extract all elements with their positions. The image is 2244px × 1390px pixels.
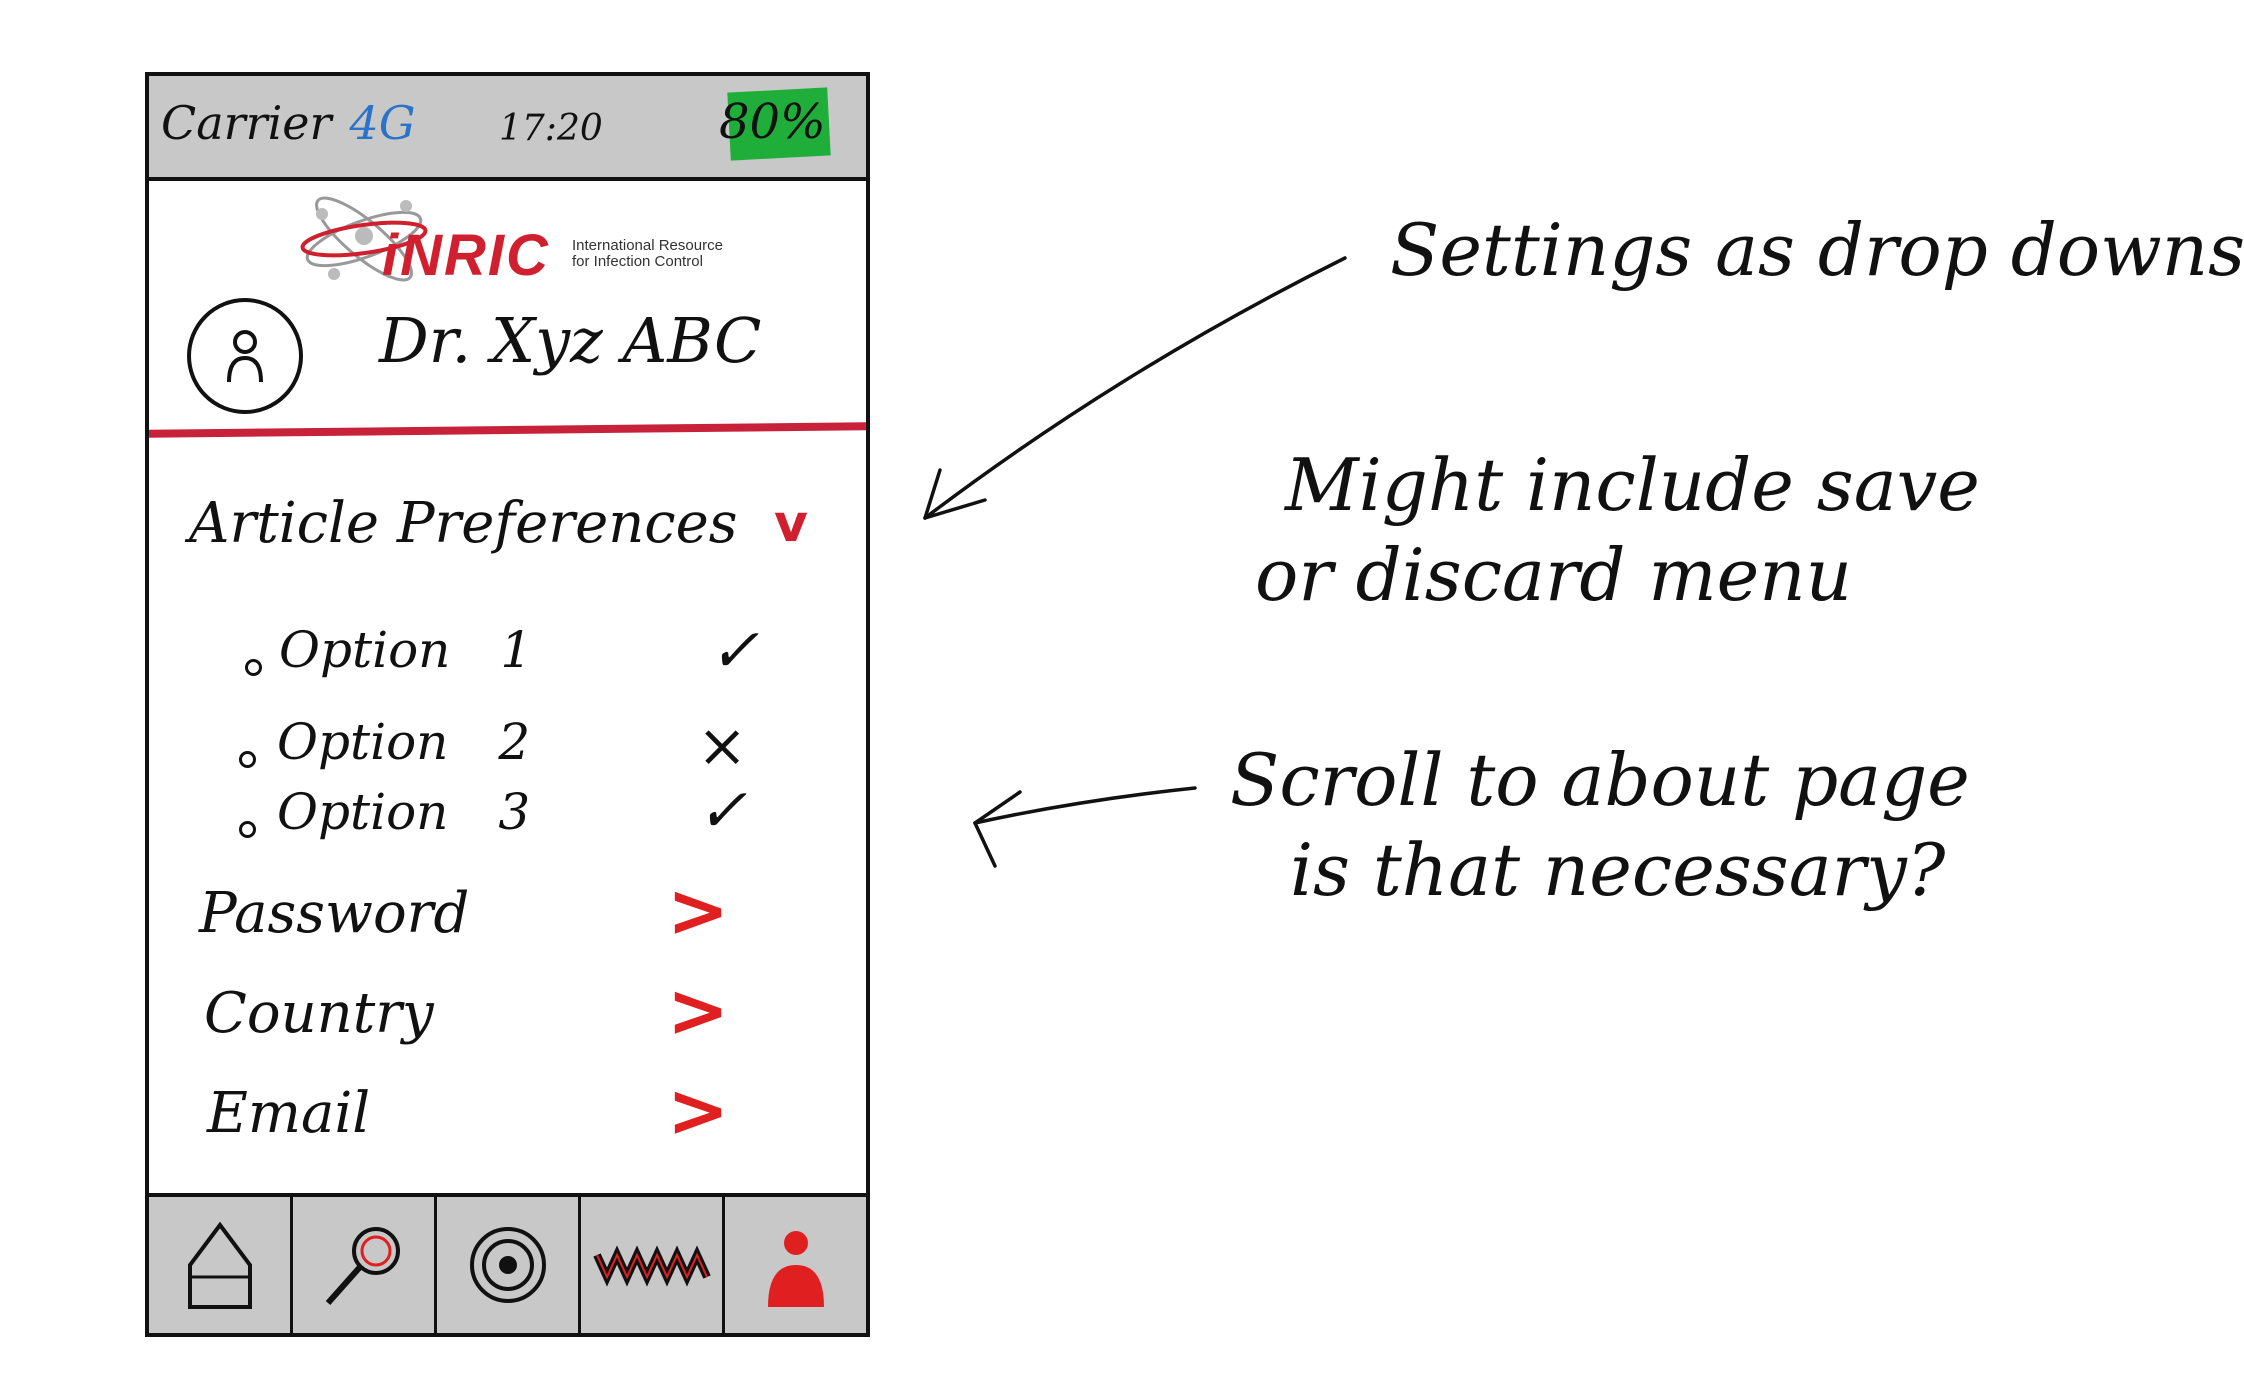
country-row-label[interactable]: Country [204,981,434,1046]
option-1-label: Option 1 [279,621,532,679]
annotation-scroll-about: Scroll to about page is that necessary? [1230,735,1970,915]
tab-search[interactable] [293,1197,437,1333]
option-2-text: Option [277,713,449,771]
chevron-right-icon[interactable]: > [667,868,730,954]
annotation-save-discard-line2: or discard menu [1255,533,1852,617]
option-bullet [239,821,256,838]
email-row-label[interactable]: Email [207,1081,371,1146]
target-icon [469,1227,546,1303]
annotation-save-discard: Might include save or discard menu [1255,440,1980,620]
tab-target[interactable] [437,1197,581,1333]
activity-icon [592,1245,711,1287]
article-preferences-label[interactable]: Article Preferences [189,491,738,556]
annotation-save-discard-line1: Might include save [1285,443,1980,527]
carrier-name: Carrier [161,96,332,150]
signal-indicator: 4G [349,96,416,150]
user-icon [227,330,263,383]
chevron-down-icon[interactable]: v [774,494,808,554]
carrier-text: Carrier 4G [161,96,416,150]
option-2-label: Option 2 [277,713,530,771]
avatar[interactable] [187,298,303,414]
clock: 17:20 [499,108,603,149]
option-1-toggle[interactable]: ✓ [709,616,760,686]
option-bullet [239,751,256,768]
logo-tagline-line2: for Infection Control [572,253,703,270]
logo-tagline-line1: International Resource [572,237,723,254]
tab-bar [149,1193,866,1333]
profile-name: Dr. Xyz ABC [379,304,762,377]
option-3-toggle[interactable]: ✓ [697,776,748,846]
phone-frame: Carrier 4G 17:20 80% iNRIC International … [145,72,870,1337]
app-logo: iNRIC International Resource for Infecti… [294,184,754,299]
tab-home[interactable] [149,1197,293,1333]
option-1-text: Option [279,621,451,679]
logo-wordmark: iNRIC [382,223,550,288]
option-3-number: 3 [498,783,531,841]
arrow-to-settings-list [973,786,1197,825]
profile-divider [148,422,867,438]
annotation-scroll-about-line2: is that necessary? [1290,828,1946,912]
chevron-right-icon[interactable]: > [667,968,730,1054]
battery-level: 80% [719,94,826,150]
option-2-toggle[interactable]: × [697,711,748,781]
annotation-scroll-about-line1: Scroll to about page [1230,738,1970,822]
tab-profile[interactable] [725,1197,866,1333]
tab-activity[interactable] [581,1197,725,1333]
profile-icon [767,1231,824,1307]
option-1-number: 1 [500,621,533,679]
logo-tagline: International Resource for Infection Con… [572,238,752,270]
option-3-label: Option 3 [277,783,530,841]
password-row-label[interactable]: Password [199,881,470,946]
option-bullet [245,659,262,676]
option-3-text: Option [277,783,449,841]
arrow-to-article-preferences [923,256,1347,520]
atom-logo-icon [300,196,428,282]
home-icon [187,1221,252,1309]
status-bar: Carrier 4G 17:20 80% [149,76,866,181]
chevron-right-icon[interactable]: > [667,1068,730,1154]
annotation-settings-dropdowns: Settings as drop downs [1390,208,2244,292]
option-2-number: 2 [498,713,531,771]
search-icon [325,1227,400,1305]
